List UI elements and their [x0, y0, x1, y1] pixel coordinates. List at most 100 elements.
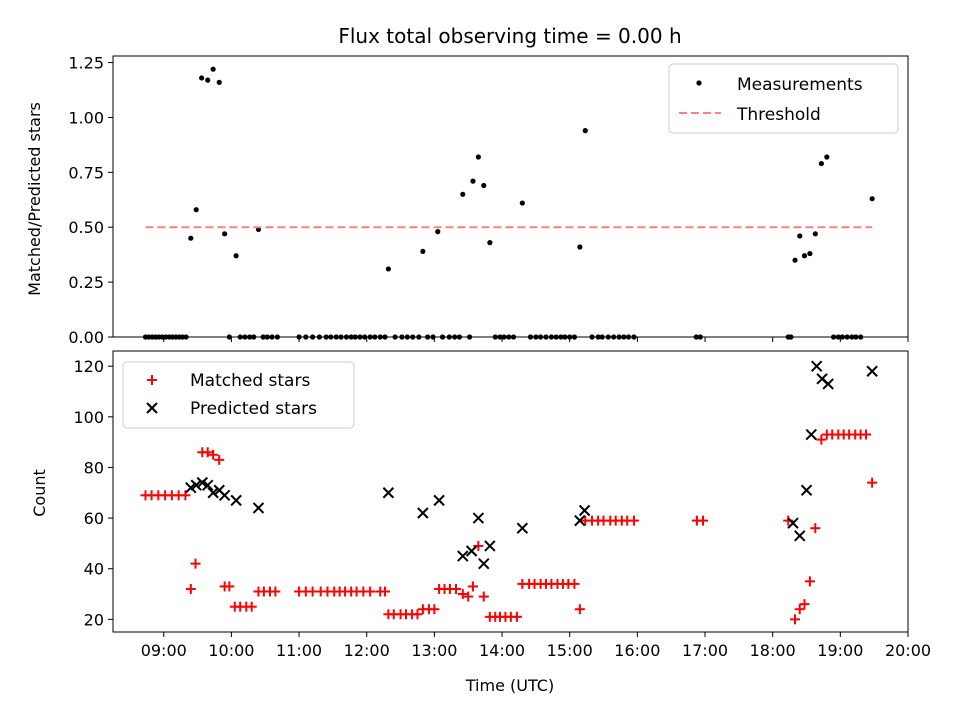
predicted-star-point	[484, 540, 496, 552]
x-tick-label: 13:00	[411, 641, 457, 660]
measurement-point	[216, 79, 222, 85]
matched-star-point	[473, 540, 484, 551]
measurement-point	[475, 154, 481, 160]
y-tick-label: 100	[73, 408, 104, 427]
top-axes: 0.00 0.25 0.50 0.75 1.00 1.25 Measurements Thre…	[68, 54, 909, 347]
matched-star-point	[208, 449, 219, 460]
predicted-star-point	[800, 484, 813, 496]
matched-star-point	[270, 586, 281, 597]
predicted-star-point	[578, 504, 591, 517]
matched-star-point	[628, 515, 639, 526]
y-tick-label: 1.00	[68, 108, 104, 127]
y-axis-label-bottom: Count	[30, 469, 49, 517]
predicted-star-point	[866, 365, 878, 377]
x-tick-label: 17:00	[682, 641, 728, 660]
predicted-star-point	[190, 479, 202, 491]
y-tick-label: 80	[84, 458, 104, 477]
matched-star-point	[861, 429, 872, 440]
x-tick-label: 19:00	[817, 641, 863, 660]
matched-star-point	[569, 578, 580, 589]
y-tick-label: 0.25	[68, 273, 104, 292]
legend-label-predicted: Predicted stars	[190, 399, 317, 419]
x-tick-label: 18:00	[750, 641, 796, 660]
measurement-point	[470, 178, 476, 184]
legend-label-matched: Matched stars	[190, 371, 310, 391]
legend-label-measurements: Measurements	[737, 75, 863, 95]
measurement-point	[205, 77, 211, 83]
matched-star-point	[365, 586, 376, 597]
predicted-star-point	[794, 530, 806, 542]
y-tick-label: 0.50	[68, 218, 104, 237]
predicted-star-point	[202, 479, 214, 491]
bottom-axes: 20 40 60 80 100 120 09:00 10:00 11:00 12:00 13:00 1…	[73, 350, 931, 660]
legend-box	[668, 63, 899, 134]
measurement-point	[797, 233, 803, 239]
measurement-point	[487, 240, 493, 246]
y-tick-label: 0.00	[68, 328, 104, 347]
predicted-star-point	[252, 502, 265, 514]
x-axis-label: Time (UTC)	[465, 676, 554, 695]
legend-bottom: Matched stars Predicted stars	[122, 361, 355, 429]
predicted-star-point	[230, 494, 242, 507]
matched-star-point	[467, 581, 478, 592]
matched-star-point	[190, 558, 201, 569]
x-tick-label: 09:00	[141, 641, 187, 660]
matched-star-point	[429, 604, 440, 615]
predicted-star-point	[787, 517, 799, 529]
y-tick-label: 40	[84, 560, 104, 579]
y-axis-label-top: Matched/Predicted stars	[25, 102, 44, 296]
legend-box	[122, 361, 355, 429]
measurement-point	[199, 75, 205, 81]
x-tick-label: 16:00	[614, 641, 660, 660]
measurement-point	[807, 250, 813, 257]
predicted-star-point	[805, 428, 817, 441]
predicted-star-point	[433, 494, 445, 507]
predicted-star-point	[457, 550, 469, 562]
measurement-point	[385, 266, 391, 272]
measurement-point	[210, 66, 216, 72]
measurement-point	[193, 207, 199, 213]
matched-star-point	[816, 434, 827, 445]
measurement-point	[801, 253, 808, 259]
measurement-point	[812, 231, 818, 237]
measurement-point	[577, 244, 583, 250]
legend-marker-matched	[147, 375, 157, 385]
x-tick-label: 14:00	[479, 641, 525, 660]
predicted-star-point	[417, 507, 429, 519]
matched-star-point	[185, 583, 196, 594]
matched-star-point	[412, 609, 423, 620]
y-tick-label: 20	[84, 610, 104, 629]
measurement-point	[233, 253, 239, 259]
matched-star-point	[810, 523, 821, 534]
predicted-star-point	[574, 514, 586, 527]
matched-star-point	[214, 454, 225, 465]
y-tick-label: 1.25	[68, 54, 104, 73]
matched-star-point	[451, 583, 462, 594]
x-tick-label: 11:00	[276, 641, 322, 660]
legend-marker-predicted	[146, 402, 158, 414]
legend-top: Measurements Threshold	[668, 63, 899, 134]
predicted-star-point	[822, 378, 834, 390]
x-tick-label: 15:00	[547, 641, 593, 660]
matched-star-point	[794, 604, 805, 615]
measurement-point	[792, 257, 798, 263]
matched-star-point	[457, 589, 468, 600]
matched-star-point	[511, 611, 522, 622]
legend-marker-measurements	[696, 80, 702, 86]
measurement-point	[420, 248, 426, 254]
y-tick-label: 60	[84, 509, 104, 528]
figure-title: Flux total observing time = 0.00 h	[338, 24, 681, 48]
y-tick-label: 120	[73, 357, 104, 376]
measurement-point	[435, 229, 441, 235]
measurement-point	[582, 128, 588, 134]
predicted-star-point	[465, 545, 478, 557]
measurement-point	[824, 154, 830, 160]
predicted-star-point	[382, 487, 395, 499]
x-tick-label: 20:00	[885, 641, 931, 660]
matched-star-point	[574, 604, 585, 615]
axes-frame	[112, 350, 909, 633]
matched-star-point	[379, 586, 390, 597]
predicted-star-point	[516, 522, 529, 534]
measurement-point	[460, 191, 466, 197]
